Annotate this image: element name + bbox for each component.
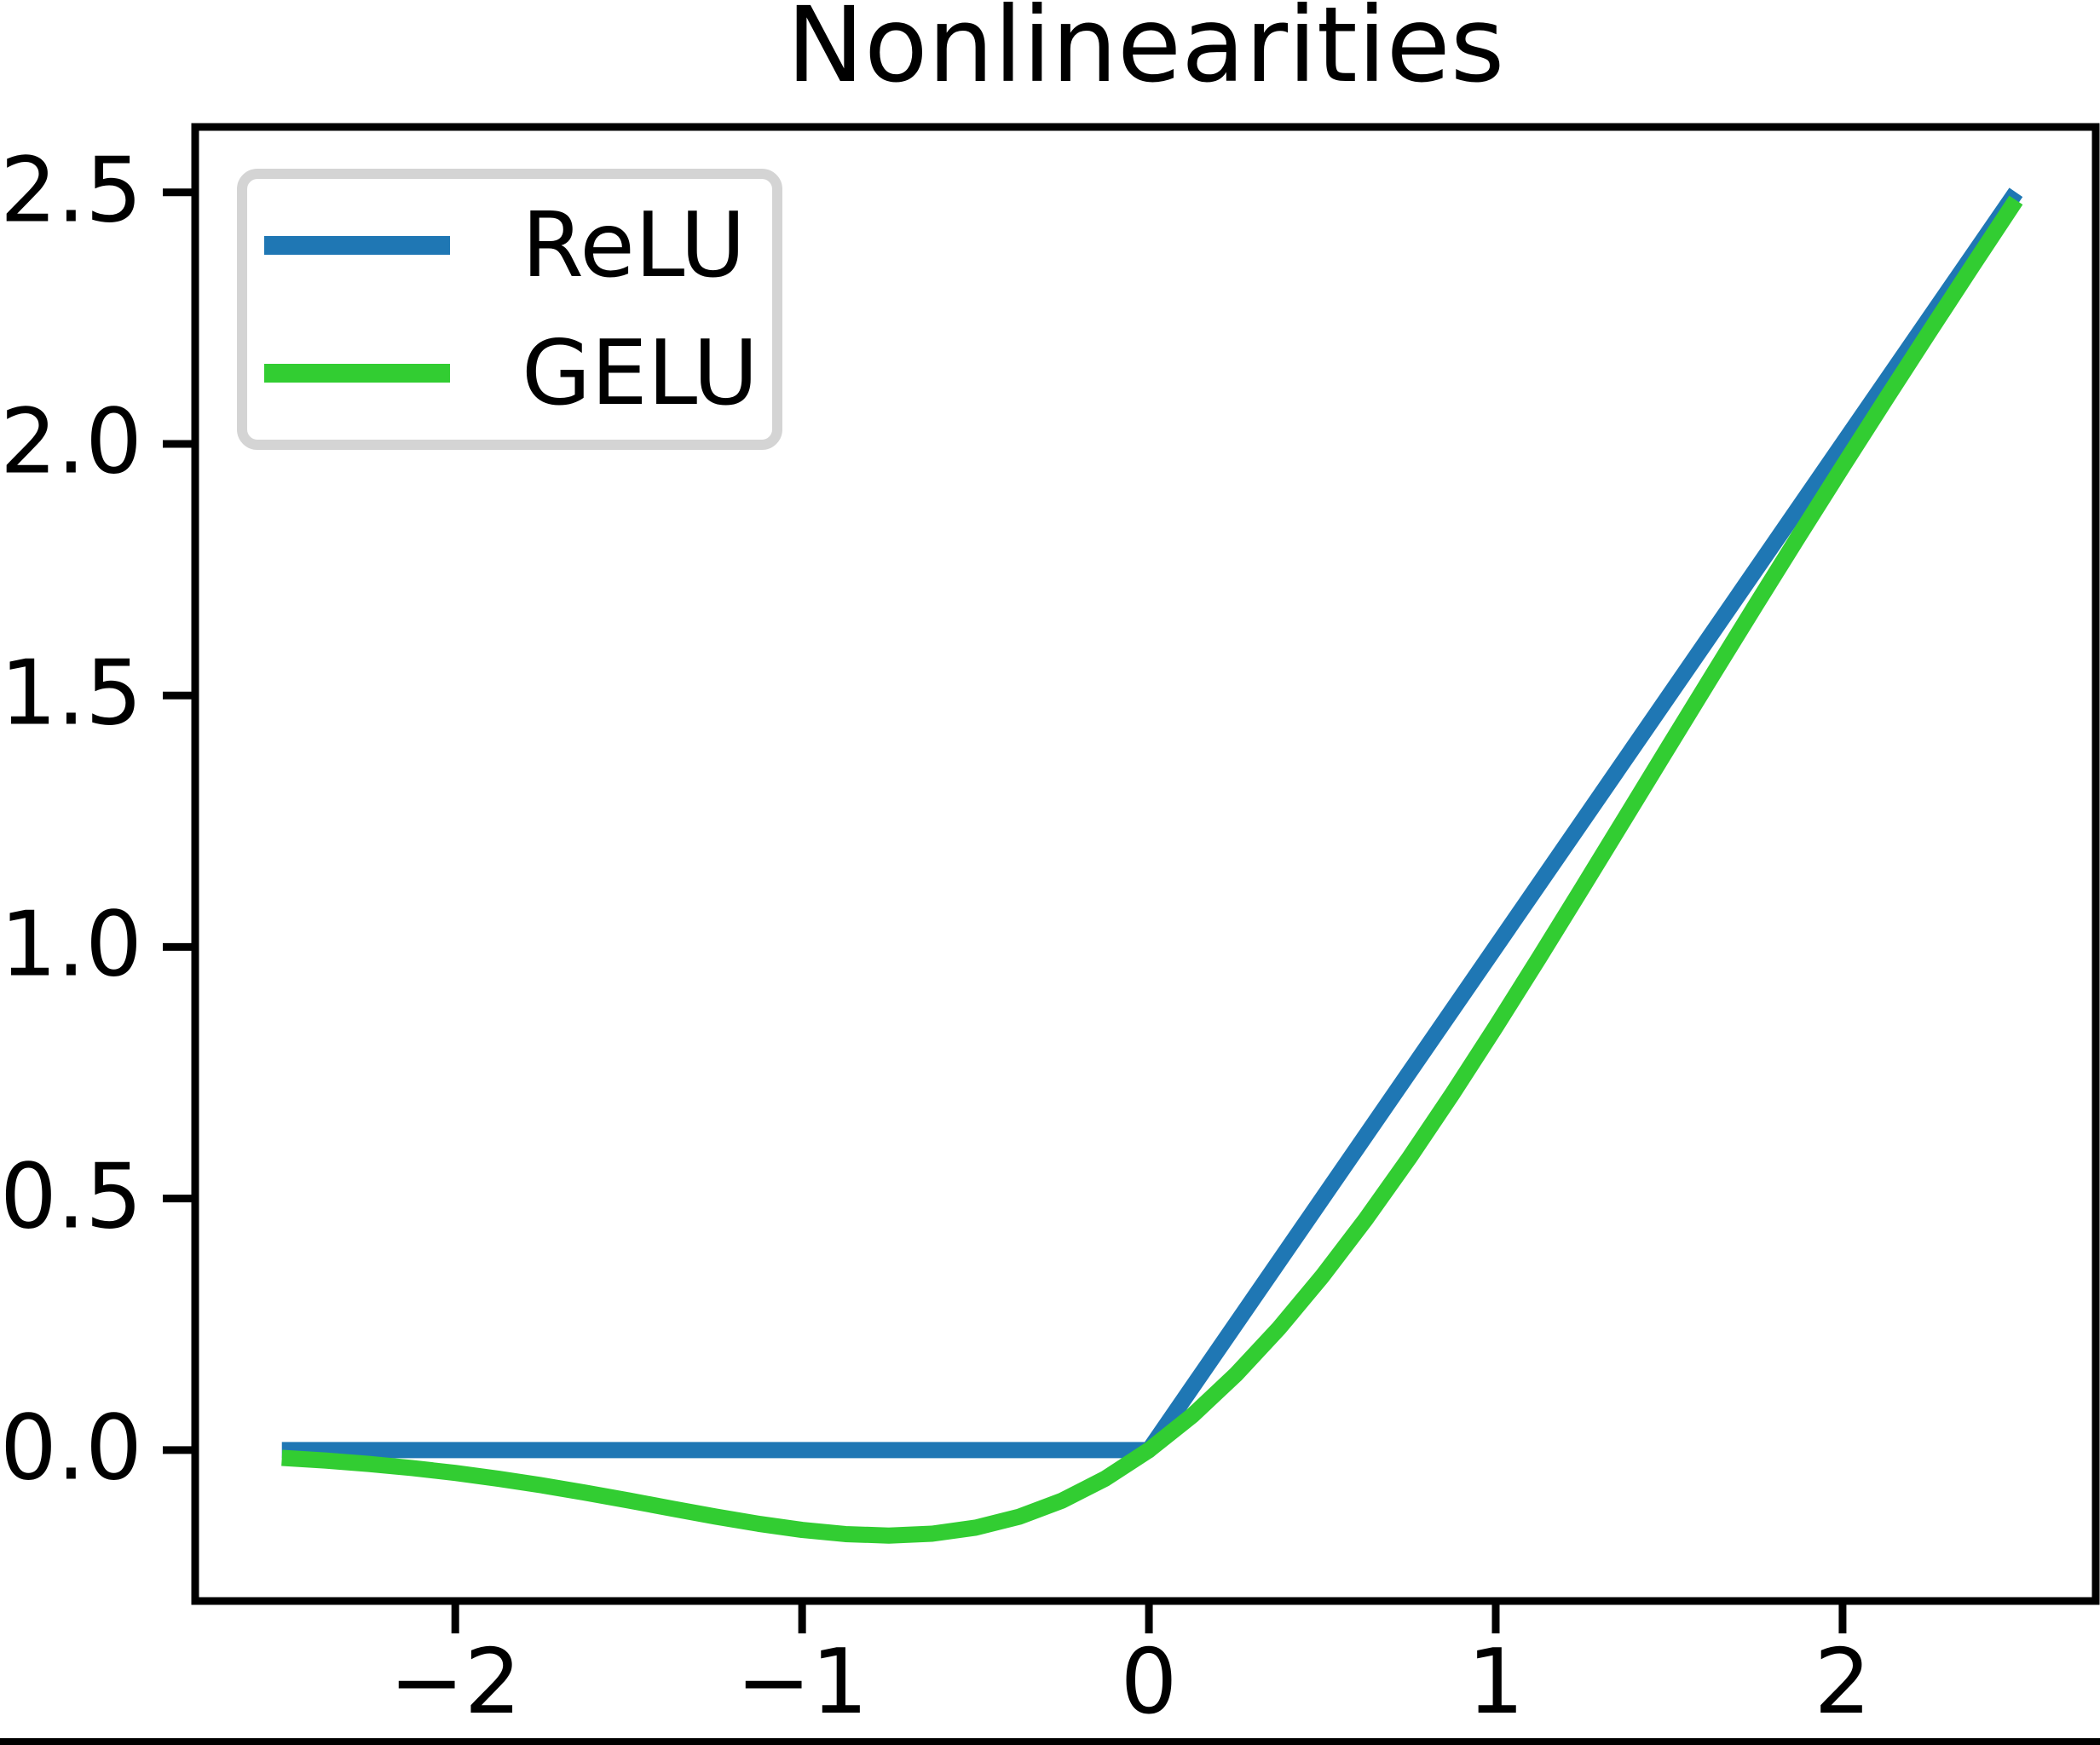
y-tick-label: 0.0: [0, 1396, 142, 1500]
y-tick-label: 1.0: [0, 892, 142, 997]
x-tick-label: 1: [1467, 1630, 1525, 1734]
relu-legend-label: ReLU: [522, 193, 746, 297]
legend-item-relu: ReLU: [247, 181, 772, 309]
plot-frame: [191, 123, 2100, 1605]
chart-title: Nonlinearities: [786, 0, 1505, 106]
gelu-legend-line: [264, 364, 450, 383]
gelu-legend-label: GELU: [522, 320, 759, 425]
x-tick-label: −2: [389, 1630, 522, 1734]
y-tick-label: 0.5: [0, 1144, 142, 1249]
x-tick-label: 2: [1814, 1630, 1872, 1734]
x-tick-label: −1: [736, 1630, 868, 1734]
y-tick-label: 2.5: [0, 138, 142, 243]
bottom-border: [0, 1738, 2100, 1745]
legend-item-gelu: GELU: [247, 309, 772, 437]
y-tick-label: 1.5: [0, 641, 142, 746]
legend: ReLU GELU: [237, 169, 782, 450]
x-tick-label: 0: [1120, 1630, 1178, 1734]
y-tick-label: 2.0: [0, 389, 142, 494]
gelu-line: [281, 195, 2023, 1544]
relu-legend-line: [264, 236, 450, 255]
